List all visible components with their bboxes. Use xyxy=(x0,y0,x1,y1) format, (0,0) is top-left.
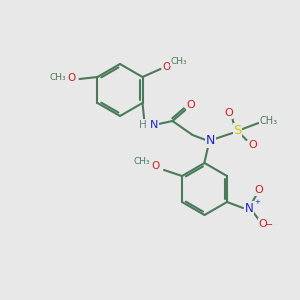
Text: N: N xyxy=(150,120,159,130)
Text: H: H xyxy=(139,120,146,130)
Text: −: − xyxy=(265,220,273,230)
Text: O: O xyxy=(248,140,257,150)
Text: +: + xyxy=(254,199,260,205)
Text: O: O xyxy=(152,161,160,171)
Text: S: S xyxy=(233,124,242,136)
Text: CH₃: CH₃ xyxy=(49,74,66,82)
Text: CH₃: CH₃ xyxy=(260,116,278,126)
Text: O: O xyxy=(255,185,263,195)
Text: O: O xyxy=(224,108,233,118)
Text: CH₃: CH₃ xyxy=(170,56,187,65)
Text: O: O xyxy=(186,100,195,110)
Text: CH₃: CH₃ xyxy=(134,158,150,166)
Text: O: O xyxy=(259,219,267,229)
Text: N: N xyxy=(206,134,215,148)
Text: N: N xyxy=(245,202,254,214)
Text: O: O xyxy=(162,62,171,72)
Text: O: O xyxy=(68,73,76,83)
